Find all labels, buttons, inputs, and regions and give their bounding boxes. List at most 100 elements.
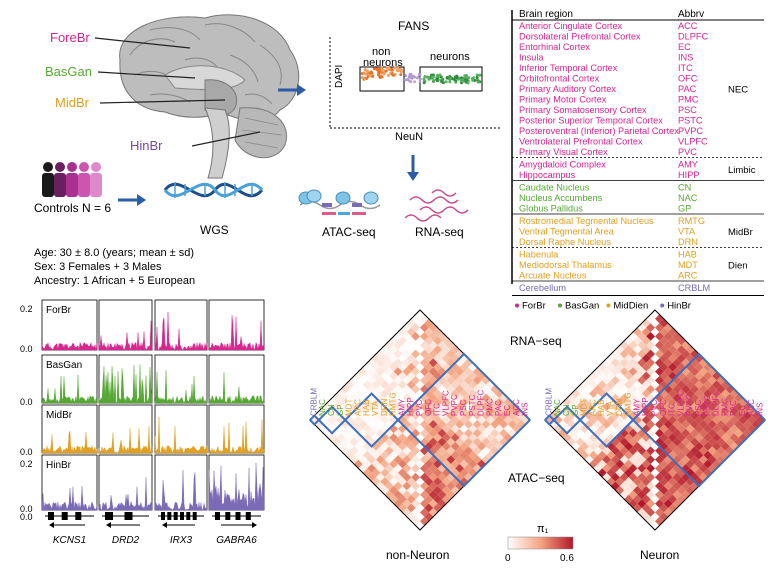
heatmap-cell [442,354,451,363]
heatmap-cell [655,464,664,473]
heatmap-cell [677,354,686,363]
table-region-name: Primary Motor Cortex [519,95,607,105]
heatmap-cell [481,437,491,447]
heatmap-cell [584,393,594,403]
heatmap-cell [580,398,589,407]
heatmap-cell [406,477,416,486]
heatmap-cell [615,477,625,486]
heatmap-cell [619,349,629,359]
heatmap-cell [584,384,594,394]
heatmap-cell [659,433,669,442]
heatmap-cell [446,455,456,464]
heatmap-cell [358,420,368,429]
gene-exon [167,512,172,520]
table-region-name: Rostromedial Tegmental Nucleus [519,216,654,226]
heatmap-cell [624,345,633,354]
heatmap-cell [406,362,416,372]
heatmap-cell [486,442,495,451]
heatmap-cell [690,464,699,473]
heatmap-cell [597,371,607,381]
heatmap-cell [499,428,508,438]
heatmap-cell [424,406,434,416]
heatmap-cell [668,494,677,504]
fans-y-label: DAPI [334,65,345,88]
heatmap-cell [490,420,500,429]
heatmap-diag-label: HAB [362,400,371,416]
heatmap-cell [358,455,368,464]
heatmap-cell [725,428,735,438]
heatmap-cell [393,437,403,447]
heatmap-cell [712,406,721,416]
heatmap-cell [615,354,625,363]
heatmap-cell [615,459,625,469]
heatmap-cell [398,354,407,363]
heatmap-cell [633,354,642,363]
heatmap-cell [681,481,691,491]
heatmap-cell [663,428,673,438]
table-region-abbrv: VLPFC [678,137,708,147]
heatmap-cell [464,376,473,385]
heatmap-cell [637,367,647,376]
heatmap-cell [729,433,739,442]
heatmap-cell [624,477,633,486]
heatmap-cell [677,415,686,425]
heatmap-cell [659,345,669,354]
heatmap-cell [628,393,638,403]
heatmap-cell [477,442,486,451]
heatmap-cell [606,415,616,425]
heatmap-cell [624,486,633,495]
heatmap-cell [393,481,403,491]
legend-label: MidDien [613,301,648,312]
heatmap-cell [685,450,695,460]
heatmap-cell [571,398,581,407]
heatmap-cell [446,376,456,385]
heatmap-diag-label: HIPP [641,397,650,416]
heatmap-cell [677,398,686,407]
heatmap-cell [633,389,642,398]
heatmap-cell [455,376,464,385]
gene-direction-arrow [252,522,257,528]
heatmap-cell [562,415,572,425]
table-region-abbrv: CN [678,183,691,193]
heatmap-cell [406,354,416,363]
heatmap-cell [699,455,708,464]
heatmap-cell [428,340,438,350]
heatmap-cell [624,354,633,363]
heatmap-cell [589,389,598,398]
heatmap-cell [389,345,398,354]
heatmap-cell [472,384,482,394]
heatmap-cell [633,450,642,460]
heatmap-cell [367,428,376,438]
heatmap-cell [433,494,442,504]
heatmap-cell [411,384,420,394]
table-region-name: Amygdaloid Complex [519,160,606,170]
arrow-down-icon [407,155,419,181]
track-cell [208,404,265,454]
table-region-name: Orbitofrontal Cortex [519,74,600,84]
heatmap-non-neuron: CRBLM NAC CN GP MDT ARC HAB VTA DRN RMTG AMY HIPP PV… [309,309,531,531]
heatmap-cell [371,459,381,469]
heatmap-cell [602,411,611,420]
heatmap-cell [663,472,673,482]
heatmap-cell [442,406,451,416]
table-region-abbrv: DRN [678,237,698,247]
heatmap-cell [455,384,464,394]
heatmap-diag-label: ACC [512,399,521,416]
heatmap-cell [402,499,412,508]
cohort-age: Age: 30 ± 8.0 (years; mean ± sd) [34,247,194,259]
heatmap-cell [389,433,398,442]
heatmap-cell [433,424,442,434]
heatmap-cell [477,450,486,460]
heatmap-rna-label: RNA−seq [510,334,562,348]
heatmap-diag-label: PMC [485,398,494,416]
heatmap-cell [734,411,743,420]
heatmap-cell [619,472,629,482]
heatmap-cell [681,420,691,429]
heatmap-cell [349,437,359,447]
rna-seq-illustration [404,189,469,222]
heatmap-cell [624,450,633,460]
heatmap-cell [633,398,642,407]
heatmap-cell [694,459,704,469]
heatmap-cell [402,332,412,341]
heatmap-cell [464,420,473,429]
